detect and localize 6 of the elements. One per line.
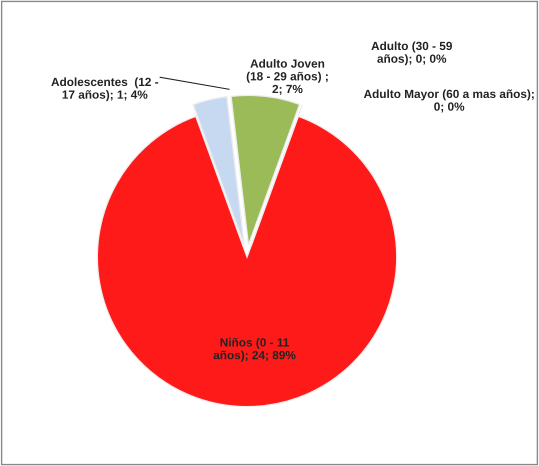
slice-label: Adulto Joven (18 - 29 años) ; 2; 7% [246, 59, 328, 95]
slice-label: Niños (0 - 11 años); 24; 89% [214, 338, 296, 362]
category-label: Adulto Mayor (60 a mas años); [364, 89, 534, 100]
slice-label: Adolescentes (12 - 17 años); 1; 4% [51, 77, 158, 102]
text: 0; 0% [434, 102, 464, 112]
category-label: Adulto (30 - 59 años); 0; 0% [371, 41, 452, 66]
